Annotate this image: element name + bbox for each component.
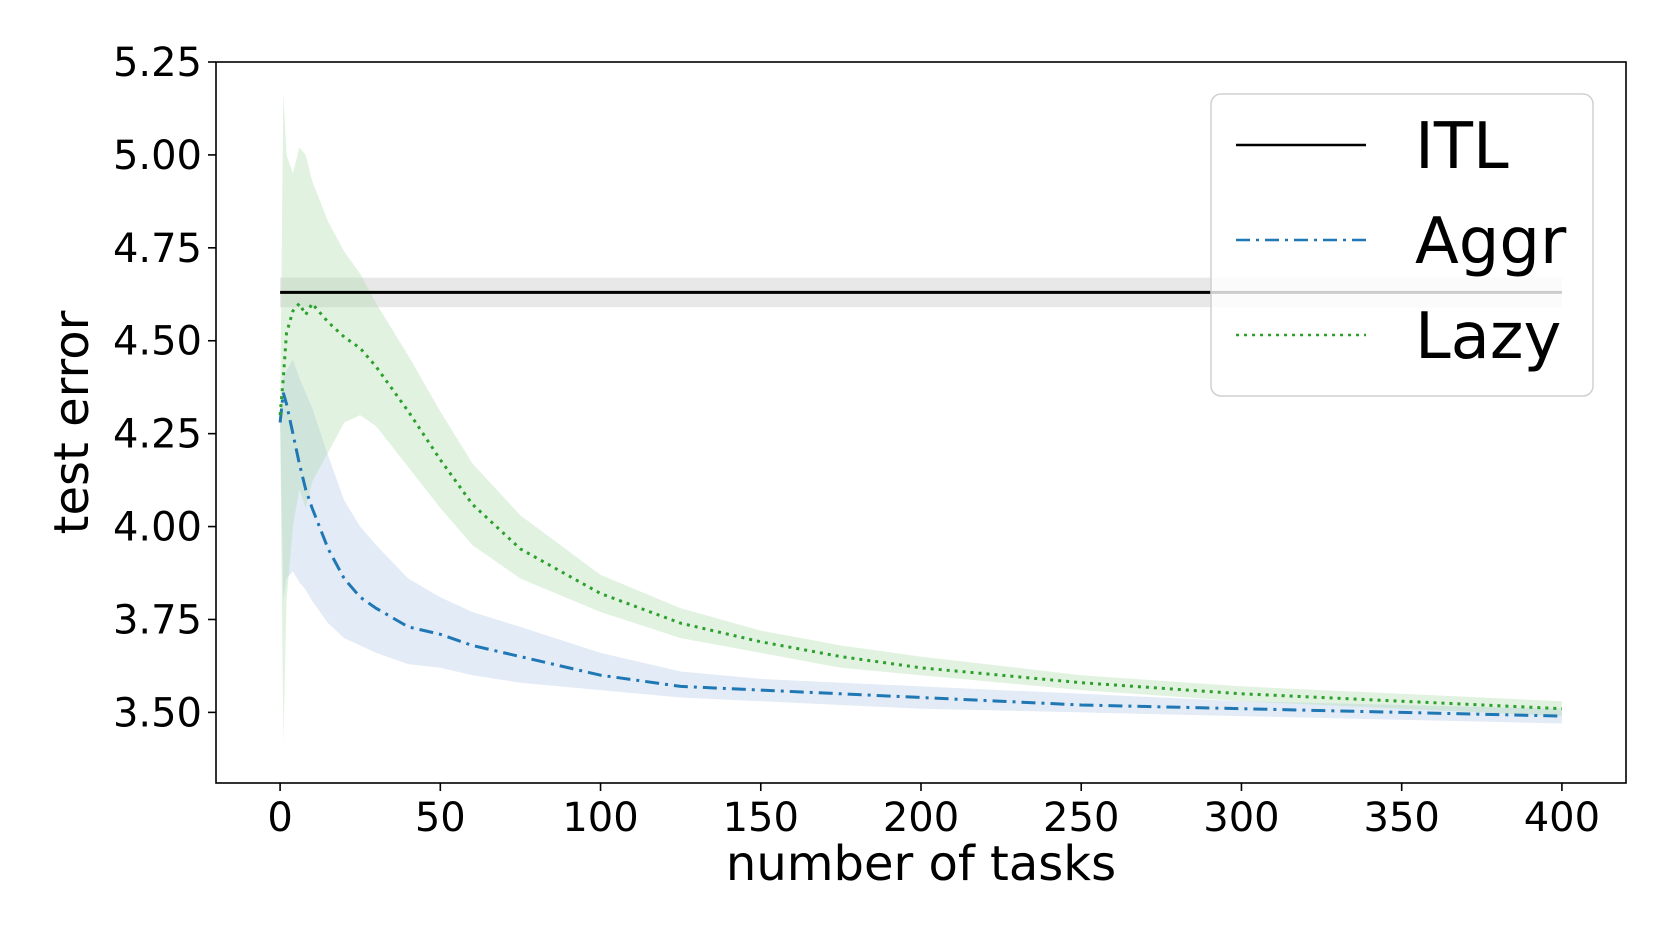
x-axis-ticks: 0 50 100 150 200 250 300 350 400 (267, 783, 1600, 841)
y-axis-ticks: 3.50 3.75 4.00 4.25 4.50 4.75 5.00 5.25 (113, 40, 216, 736)
legend-label-aggr: Aggr (1415, 205, 1567, 279)
x-tick-label: 100 (562, 795, 638, 841)
legend: ITL Aggr Lazy (1210, 93, 1594, 397)
x-tick-label: 50 (415, 795, 466, 841)
y-tick-label: 4.50 (113, 319, 202, 365)
x-tick-label: 400 (1524, 795, 1600, 841)
y-axis-label: test error (44, 310, 100, 534)
x-tick-label: 350 (1364, 795, 1440, 841)
x-tick-label: 250 (1043, 795, 1119, 841)
y-tick-label: 5.00 (113, 133, 202, 179)
x-tick-label: 300 (1203, 795, 1279, 841)
legend-box (1210, 93, 1594, 397)
y-tick-label: 3.50 (113, 690, 202, 736)
y-tick-label: 3.75 (113, 597, 202, 643)
y-tick-label: 4.75 (113, 226, 202, 272)
x-tick-label: 150 (723, 795, 799, 841)
x-axis-label: number of tasks (726, 836, 1116, 892)
legend-label-lazy: Lazy (1415, 300, 1561, 374)
y-tick-label: 4.25 (113, 412, 202, 458)
y-tick-label: 5.25 (113, 40, 202, 86)
aggr-line (278, 392, 1562, 718)
lazy-line (278, 301, 1562, 711)
lazy-band (280, 91, 1562, 743)
legend-label-itl: ITL (1415, 110, 1509, 184)
x-tick-label: 200 (883, 795, 959, 841)
x-tick-label: 0 (267, 795, 292, 841)
y-tick-label: 4.00 (113, 505, 202, 551)
